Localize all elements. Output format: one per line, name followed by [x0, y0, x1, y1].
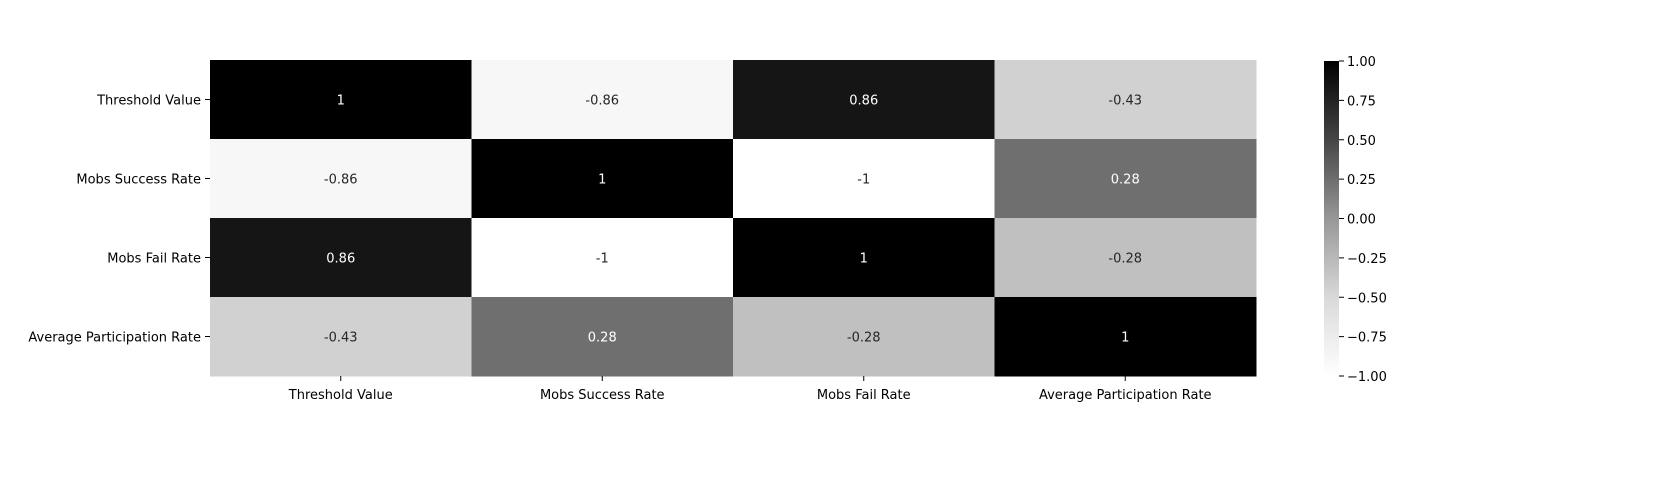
cell-annotation: -0.28	[1108, 252, 1142, 267]
colorbar-tick-label: 1.00	[1347, 55, 1376, 70]
heatmap-cell	[994, 60, 1257, 140]
cell-annotation: -0.28	[847, 331, 881, 346]
cell-annotation: -1	[596, 252, 609, 267]
heatmap-cell	[733, 218, 995, 298]
cell-annotation: -0.43	[1108, 94, 1142, 109]
x-tick-label: Mobs Fail Rate	[817, 388, 911, 403]
heatmap-cell	[210, 297, 472, 377]
heatmap-cell	[733, 139, 995, 219]
y-tick-label: Mobs Success Rate	[76, 173, 201, 188]
colorbar: 1.00 0.75 0.50 0.25 0.00 −0.25 −0.50 −0.75 −1.00	[1324, 55, 1387, 385]
heatmap-cell	[994, 139, 1257, 219]
y-tick-label: Threshold Value	[96, 94, 201, 109]
cell-annotation: -1	[857, 173, 870, 188]
cell-annotation: -0.43	[324, 331, 358, 346]
cell-annotation: 0.28	[1111, 173, 1140, 188]
heatmap-cell	[733, 60, 995, 140]
cell-annotation: -0.86	[324, 173, 358, 188]
colorbar-tick-label: 0.25	[1347, 173, 1376, 188]
heatmap-cell	[994, 297, 1257, 377]
heatmap-cell	[210, 139, 472, 219]
colorbar-tick-label: −0.25	[1347, 252, 1387, 267]
colorbar-tick-label: 0.50	[1347, 134, 1376, 149]
x-axis-tick-labels: Threshold Value Mobs Success Rate Mobs Fai…	[288, 376, 1212, 403]
cell-annotation: 1	[860, 252, 868, 267]
cell-annotation: -0.86	[585, 94, 619, 109]
cell-annotations: 1 -0.86 0.86 -0.43 -0.86 1 -1 0.28 0.86 -1 1 -0.28 -…	[324, 94, 1142, 346]
heatmap-cells	[210, 60, 1257, 377]
y-axis-tick-labels: Threshold Value Mobs Success Rate Mobs Fai…	[28, 94, 210, 346]
heatmap-cell	[471, 139, 734, 219]
heatmap-cell	[210, 60, 472, 140]
heatmap-cell	[471, 218, 734, 298]
cell-annotation: 0.86	[326, 252, 355, 267]
heatmap-cell	[471, 297, 734, 377]
colorbar-tick-label: −0.75	[1347, 331, 1387, 346]
heatmap-cell	[210, 218, 472, 298]
heatmap-cell	[994, 218, 1257, 298]
cell-annotation: 1	[598, 173, 606, 188]
colorbar-tick-label: 0.00	[1347, 213, 1376, 228]
y-tick-label: Mobs Fail Rate	[107, 252, 201, 267]
colorbar-tick-label: −0.50	[1347, 291, 1387, 306]
cell-annotation: 1	[1121, 331, 1129, 346]
colorbar-tick-label: −1.00	[1347, 370, 1387, 385]
y-tick-label: Average Participation Rate	[28, 331, 201, 346]
heatmap-cell	[471, 60, 734, 140]
x-tick-label: Average Participation Rate	[1039, 388, 1212, 403]
cell-annotation: 0.86	[849, 94, 878, 109]
cell-annotation: 0.28	[588, 331, 617, 346]
x-tick-label: Threshold Value	[288, 388, 393, 403]
colorbar-tick-label: 0.75	[1347, 94, 1376, 109]
colorbar-gradient	[1324, 61, 1339, 376]
cell-annotation: 1	[337, 94, 345, 109]
x-tick-label: Mobs Success Rate	[540, 388, 665, 403]
heatmap-cell	[733, 297, 995, 377]
